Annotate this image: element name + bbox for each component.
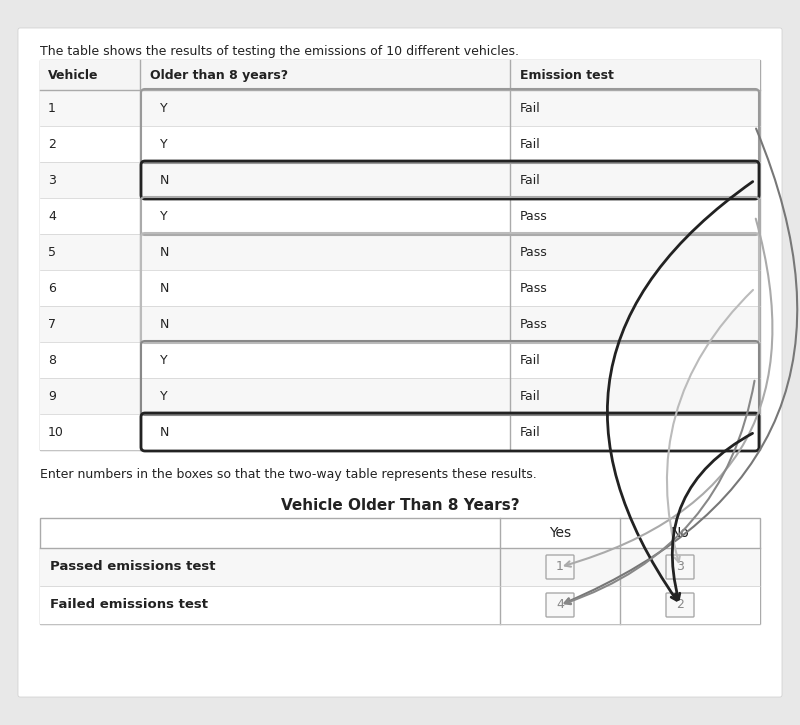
Text: 8: 8 bbox=[48, 354, 56, 367]
Text: Y: Y bbox=[160, 210, 168, 223]
Bar bbox=[40, 306, 760, 342]
Text: Emission test: Emission test bbox=[520, 68, 614, 81]
Bar bbox=[40, 342, 760, 378]
Text: 2: 2 bbox=[48, 138, 56, 151]
Text: N: N bbox=[160, 246, 170, 259]
Bar bbox=[40, 90, 760, 126]
Bar bbox=[40, 586, 760, 624]
Text: Enter numbers in the boxes so that the two-way table represents these results.: Enter numbers in the boxes so that the t… bbox=[40, 468, 537, 481]
Text: 9: 9 bbox=[48, 389, 56, 402]
Text: Pass: Pass bbox=[520, 318, 548, 331]
Text: N: N bbox=[160, 281, 170, 294]
Bar bbox=[40, 378, 760, 414]
Text: Y: Y bbox=[160, 102, 168, 115]
Bar bbox=[40, 414, 760, 450]
FancyBboxPatch shape bbox=[546, 593, 574, 617]
Text: Yes: Yes bbox=[549, 526, 571, 540]
Text: Fail: Fail bbox=[520, 354, 541, 367]
Text: 6: 6 bbox=[48, 281, 56, 294]
Text: Vehicle: Vehicle bbox=[48, 68, 98, 81]
Text: Fail: Fail bbox=[520, 173, 541, 186]
Text: 4: 4 bbox=[556, 599, 564, 611]
Text: N: N bbox=[160, 173, 170, 186]
Bar bbox=[40, 234, 760, 270]
FancyBboxPatch shape bbox=[666, 555, 694, 579]
Text: 10: 10 bbox=[48, 426, 64, 439]
Text: 4: 4 bbox=[48, 210, 56, 223]
Text: Passed emissions test: Passed emissions test bbox=[50, 560, 215, 573]
Bar bbox=[40, 60, 760, 450]
Text: Vehicle Older Than 8 Years?: Vehicle Older Than 8 Years? bbox=[281, 498, 519, 513]
FancyBboxPatch shape bbox=[666, 593, 694, 617]
Text: 5: 5 bbox=[48, 246, 56, 259]
Text: 7: 7 bbox=[48, 318, 56, 331]
Text: 1: 1 bbox=[48, 102, 56, 115]
Text: Fail: Fail bbox=[520, 389, 541, 402]
Bar bbox=[40, 60, 760, 90]
Bar bbox=[40, 270, 760, 306]
Text: Fail: Fail bbox=[520, 426, 541, 439]
Text: 3: 3 bbox=[676, 560, 684, 573]
Text: The table shows the results of testing the emissions of 10 different vehicles.: The table shows the results of testing t… bbox=[40, 45, 519, 58]
Text: Y: Y bbox=[160, 389, 168, 402]
Text: Older than 8 years?: Older than 8 years? bbox=[150, 68, 288, 81]
Text: Failed emissions test: Failed emissions test bbox=[50, 599, 208, 611]
Text: Y: Y bbox=[160, 354, 168, 367]
Text: Pass: Pass bbox=[520, 210, 548, 223]
Text: Pass: Pass bbox=[520, 246, 548, 259]
Bar bbox=[40, 126, 760, 162]
Text: N: N bbox=[160, 318, 170, 331]
Text: Fail: Fail bbox=[520, 138, 541, 151]
FancyBboxPatch shape bbox=[18, 28, 782, 697]
Bar bbox=[40, 162, 760, 198]
Bar bbox=[40, 198, 760, 234]
Text: Fail: Fail bbox=[520, 102, 541, 115]
Text: Pass: Pass bbox=[520, 281, 548, 294]
Text: N: N bbox=[160, 426, 170, 439]
FancyBboxPatch shape bbox=[546, 555, 574, 579]
Text: No: No bbox=[670, 526, 690, 540]
Text: 3: 3 bbox=[48, 173, 56, 186]
Bar bbox=[40, 548, 760, 586]
Bar bbox=[40, 518, 760, 624]
Text: Y: Y bbox=[160, 138, 168, 151]
Text: 2: 2 bbox=[676, 599, 684, 611]
Text: 1: 1 bbox=[556, 560, 564, 573]
